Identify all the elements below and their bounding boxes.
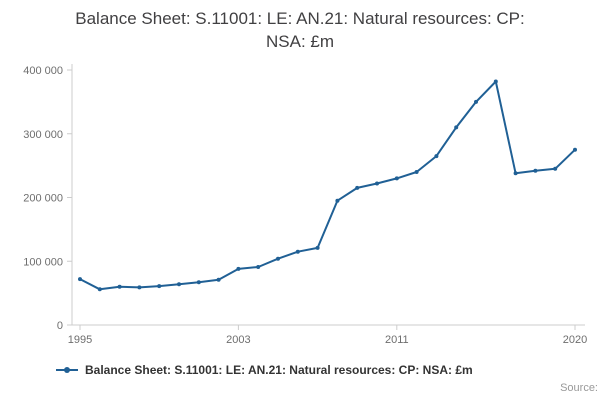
legend-label: Balance Sheet: S.11001: LE: AN.21: Natur… [85,363,473,377]
data-point-marker [533,168,538,173]
data-point-marker [177,282,181,287]
line-chart: 0 100 000 200 000 300 000 400 000 1995 2003 201… [23,64,587,346]
data-point-marker [394,176,399,181]
y-tick-label: 400 000 [23,65,63,77]
data-point-marker [157,284,162,289]
data-point-marker [236,266,241,271]
data-point-marker [434,154,439,159]
data-point-marker [553,166,558,171]
data-point-marker [196,280,201,285]
y-tick-label: 0 [57,320,63,332]
data-point-marker [474,99,478,104]
data-point-marker [97,287,102,292]
data-point-marker [315,245,320,250]
legend-line-marker-icon [56,367,78,373]
x-tick-label: 2011 [385,334,409,346]
data-point-marker [454,125,459,130]
series-line [79,80,576,291]
chart-title-line2: NSA: £m [265,31,335,51]
data-point-marker [375,181,379,186]
data-point-marker [513,171,518,176]
data-point-marker [295,249,300,254]
data-point-marker [117,284,122,289]
chart-title: Balance Sheet: S.11001: LE: AN.21: Natur… [0,8,600,54]
data-point-marker [493,79,498,84]
x-tick-label: 1995 [68,334,92,346]
source-note: Source: [560,382,598,394]
data-point-marker [78,277,82,282]
y-tick-label: 300 000 [23,129,63,141]
data-point-marker [573,147,577,152]
data-point-marker [276,256,280,261]
legend-item[interactable]: Balance Sheet: S.11001: LE: AN.21: Natur… [55,363,473,377]
y-tick-label: 200 000 [23,193,63,205]
data-point-marker [414,170,419,174]
chart-title-line1: Balance Sheet: S.11001: LE: AN.21: Natur… [75,9,525,28]
data-point-marker [335,198,340,203]
y-tick-label: 100 000 [23,256,63,268]
x-tick-label: 2020 [563,334,587,346]
data-point-marker [355,185,360,190]
data-point-marker [256,265,261,269]
x-tick-label: 2003 [226,334,250,346]
data-point-marker [137,285,142,290]
data-point-marker [216,277,221,282]
